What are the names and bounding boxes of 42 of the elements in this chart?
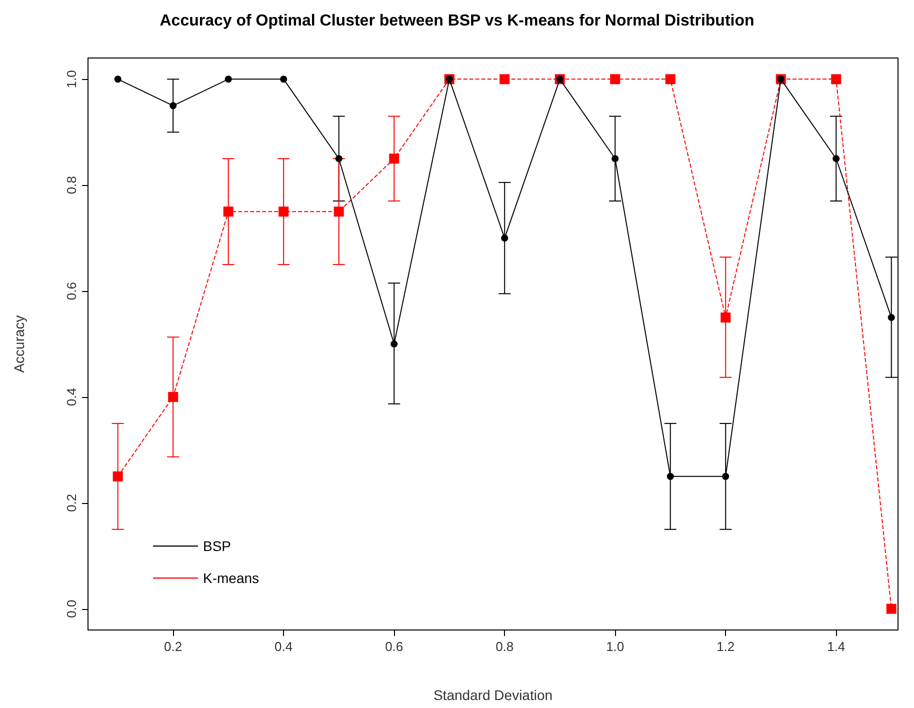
point: [722, 472, 730, 480]
x-axis-title: Standard Deviation: [433, 687, 553, 703]
point: [390, 340, 398, 348]
y-tick-label: 0.2: [64, 494, 79, 512]
point: [720, 312, 731, 323]
point: [501, 234, 508, 242]
y-tick-label: 0.0: [64, 600, 79, 618]
point: [666, 472, 674, 480]
point: [280, 76, 288, 83]
x-tick-label: 1.2: [716, 639, 735, 654]
point: [278, 206, 289, 217]
x-tick-label: 0.4: [274, 639, 293, 654]
point: [612, 155, 619, 162]
point: [334, 206, 344, 217]
point: [335, 155, 342, 162]
legend-label: BSP: [203, 538, 232, 554]
point: [665, 74, 676, 84]
point: [223, 206, 234, 217]
point: [114, 76, 122, 83]
point: [389, 154, 400, 164]
x-tick-label: 1.0: [606, 639, 624, 654]
chart-title: Accuracy of Optimal Cluster between BSP vs K-means for Normal Distribution: [160, 12, 754, 30]
y-axis-title: Accuracy: [11, 315, 27, 373]
x-tick-label: 0.8: [496, 639, 514, 654]
x-tick-label: 1.4: [827, 639, 846, 654]
x-tick-label: 0.2: [164, 639, 182, 654]
point: [888, 314, 895, 322]
point: [170, 102, 177, 110]
point: [886, 604, 896, 614]
point: [610, 74, 620, 84]
point: [500, 74, 510, 84]
point: [224, 76, 232, 83]
x-tick-label: 0.6: [385, 639, 404, 654]
y-tick-label: 0.8: [64, 176, 79, 194]
point: [831, 74, 842, 84]
legend-label: K-means: [203, 570, 260, 586]
y-tick-label: 1.0: [64, 70, 79, 88]
y-tick-label: 0.4: [64, 388, 79, 406]
y-tick-label: 0.6: [64, 282, 79, 300]
point: [168, 392, 178, 402]
point: [832, 155, 840, 162]
point: [112, 471, 123, 482]
